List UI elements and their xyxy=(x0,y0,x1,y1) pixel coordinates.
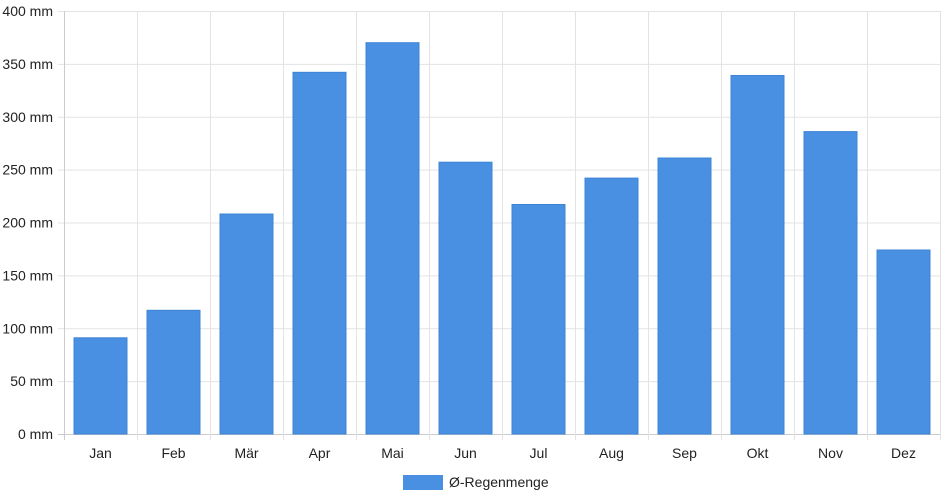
bar-sep[interactable] xyxy=(657,157,712,435)
x-tick-label: Jul xyxy=(530,445,548,461)
y-tick-label: 0 mm xyxy=(18,426,53,442)
bar-jan[interactable] xyxy=(73,337,128,435)
x-tick-label: Mär xyxy=(234,445,258,461)
x-tick-label: Aug xyxy=(599,445,624,461)
legend-label: Ø-Regenmenge xyxy=(449,474,549,490)
y-tick-label: 350 mm xyxy=(2,56,53,72)
bar-aug[interactable] xyxy=(584,177,639,435)
legend-swatch xyxy=(403,475,443,490)
y-tick-label: 50 mm xyxy=(10,373,53,389)
bar-jul[interactable] xyxy=(511,204,566,435)
bar-feb[interactable] xyxy=(146,309,201,435)
x-tick-label: Okt xyxy=(747,445,769,461)
y-tick-label: 100 mm xyxy=(2,320,53,336)
legend[interactable]: Ø-Regenmenge xyxy=(403,474,549,490)
x-tick-label: Sep xyxy=(672,445,697,461)
x-tick-label: Apr xyxy=(309,445,331,461)
y-tick-label: 250 mm xyxy=(2,162,53,178)
bar-dez[interactable] xyxy=(876,249,931,435)
x-tick-label: Jun xyxy=(454,445,477,461)
bar-mär[interactable] xyxy=(219,213,274,435)
x-tick-label: Feb xyxy=(161,445,185,461)
bar-apr[interactable] xyxy=(292,71,347,435)
x-axis-ticks: Jan Feb Mär Apr Mai Jun Jul Aug Sep Okt Nov Dez xyxy=(89,445,916,461)
bar-mai[interactable] xyxy=(365,42,420,435)
x-tick-label: Mai xyxy=(381,445,404,461)
grid-lines xyxy=(58,11,941,440)
x-tick-label: Dez xyxy=(891,445,916,461)
x-tick-label: Nov xyxy=(818,445,843,461)
x-tick-label: Jan xyxy=(89,445,112,461)
y-tick-label: 150 mm xyxy=(2,267,53,283)
bar-nov[interactable] xyxy=(803,131,858,435)
bar-okt[interactable] xyxy=(730,75,785,435)
bar-series xyxy=(73,42,931,435)
bar-jun[interactable] xyxy=(438,161,493,435)
y-tick-label: 400 mm xyxy=(2,3,53,19)
y-tick-label: 200 mm xyxy=(2,215,53,231)
y-tick-label: 300 mm xyxy=(2,109,53,125)
y-axis-ticks: 0 mm 50 mm 100 mm 150 mm 200 mm 250 mm 300 mm 3… xyxy=(2,3,53,442)
